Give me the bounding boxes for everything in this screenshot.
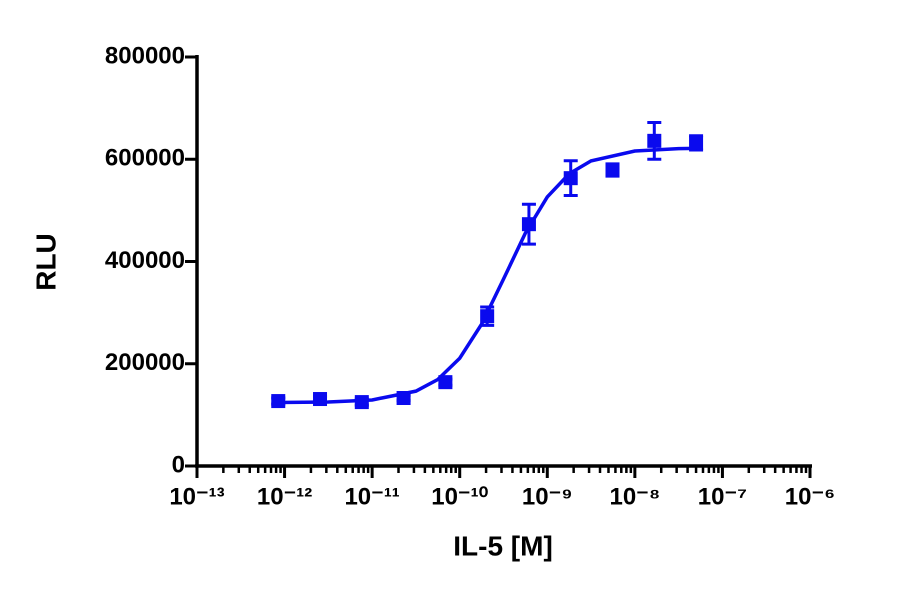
- data-point: [271, 394, 286, 409]
- y-tick-label: 400000: [105, 247, 185, 274]
- x-tick-label: 10⁻¹⁰: [431, 483, 488, 510]
- x-tick-label: 10⁻¹³: [169, 483, 224, 510]
- x-tick-label: 10⁻¹¹: [344, 483, 399, 510]
- data-point: [313, 392, 328, 407]
- data-point: [647, 133, 662, 148]
- data-point: [605, 162, 620, 177]
- fit-curve: [278, 146, 697, 405]
- x-axis-title: IL-5 [M]: [453, 530, 553, 561]
- y-axis-title: RLU: [30, 233, 61, 291]
- y-tick-label: 600000: [105, 145, 185, 172]
- x-tick-label: 10⁻¹²: [257, 483, 312, 510]
- x-tick-label: 10⁻⁹: [522, 483, 573, 510]
- x-tick-label: 10⁻⁷: [698, 483, 747, 510]
- y-tick-label: 0: [172, 451, 185, 478]
- data-point: [438, 375, 453, 390]
- y-tick-label: 800000: [105, 42, 185, 69]
- x-tick-label: 10⁻⁸: [609, 483, 660, 510]
- x-tick-label: 10⁻⁶: [785, 483, 835, 510]
- y-tick-label: 200000: [105, 349, 185, 376]
- data-point: [689, 135, 704, 150]
